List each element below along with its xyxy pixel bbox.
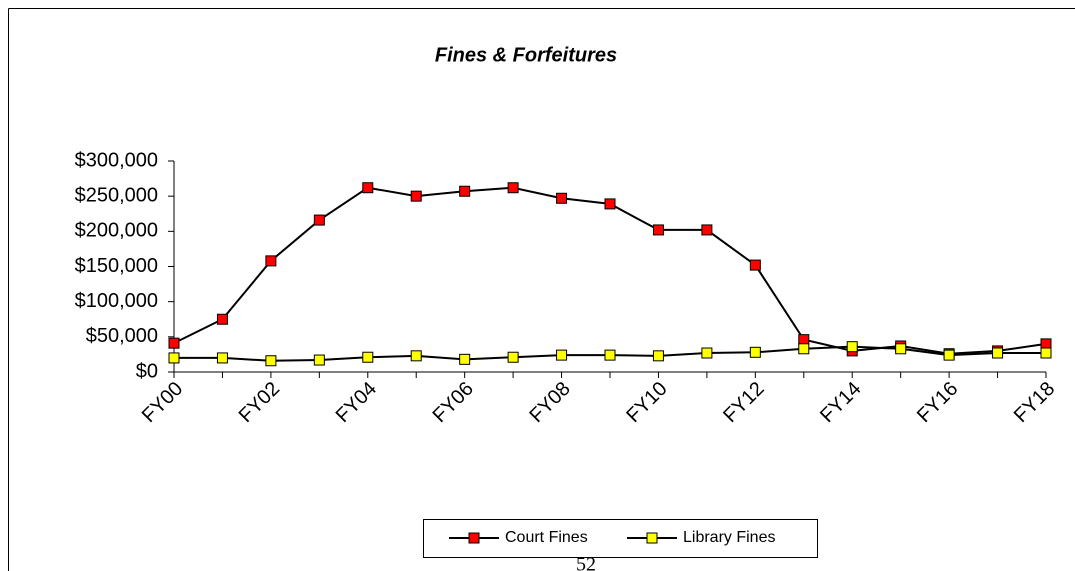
data-point bbox=[992, 347, 1004, 359]
y-tick-label: $100,000 bbox=[75, 290, 158, 312]
data-point bbox=[168, 352, 180, 364]
data-point bbox=[798, 343, 810, 355]
data-point bbox=[895, 343, 907, 355]
data-point bbox=[216, 313, 228, 325]
x-tick-label: FY04 bbox=[332, 378, 381, 427]
legend-marker bbox=[646, 532, 658, 544]
y-tick-label: $250,000 bbox=[75, 184, 158, 206]
series-line bbox=[173, 186, 1047, 355]
data-point bbox=[362, 182, 374, 194]
data-point bbox=[652, 224, 664, 236]
y-tick-label: $200,000 bbox=[75, 220, 158, 242]
legend-marker bbox=[468, 532, 480, 544]
data-point bbox=[362, 351, 374, 363]
x-tick-label: FY18 bbox=[1010, 378, 1059, 427]
data-point bbox=[604, 198, 616, 210]
data-point bbox=[798, 334, 810, 346]
chart-title: Fines & Forfeitures bbox=[435, 44, 617, 66]
data-point bbox=[1040, 347, 1052, 359]
data-point bbox=[556, 349, 568, 361]
x-tick-label: FY08 bbox=[525, 378, 574, 427]
x-tick-label: FY00 bbox=[138, 378, 187, 427]
data-point bbox=[1040, 338, 1052, 350]
data-point bbox=[459, 353, 471, 365]
x-tick-label: FY12 bbox=[719, 378, 768, 427]
data-point bbox=[459, 185, 471, 197]
data-point bbox=[265, 355, 277, 367]
data-point bbox=[604, 349, 616, 361]
y-tick-label: $50,000 bbox=[86, 325, 158, 347]
data-point bbox=[507, 351, 519, 363]
data-point bbox=[410, 190, 422, 202]
data-point bbox=[749, 259, 761, 271]
y-tick-label: $150,000 bbox=[75, 255, 158, 277]
legend-label: Court Fines bbox=[505, 529, 588, 546]
y-tick-label: $300,000 bbox=[75, 149, 158, 171]
data-point bbox=[168, 337, 180, 349]
x-tick-label: FY06 bbox=[429, 378, 478, 427]
data-point bbox=[846, 341, 858, 353]
x-tick-label: FY10 bbox=[622, 378, 671, 427]
data-point bbox=[410, 350, 422, 362]
data-point bbox=[556, 192, 568, 204]
data-point bbox=[265, 255, 277, 267]
y-tick-label: $0 bbox=[136, 360, 158, 382]
x-tick-label: FY14 bbox=[816, 378, 865, 427]
x-tick-label: FY02 bbox=[235, 378, 284, 427]
data-point bbox=[507, 182, 519, 194]
legend-label: Library Fines bbox=[683, 529, 775, 546]
data-point bbox=[652, 350, 664, 362]
data-point bbox=[943, 349, 955, 361]
data-point bbox=[701, 224, 713, 236]
data-point bbox=[313, 354, 325, 366]
data-point bbox=[701, 347, 713, 359]
x-tick-label: FY16 bbox=[913, 378, 962, 427]
data-point bbox=[216, 352, 228, 364]
data-point bbox=[749, 346, 761, 358]
data-point bbox=[313, 214, 325, 226]
